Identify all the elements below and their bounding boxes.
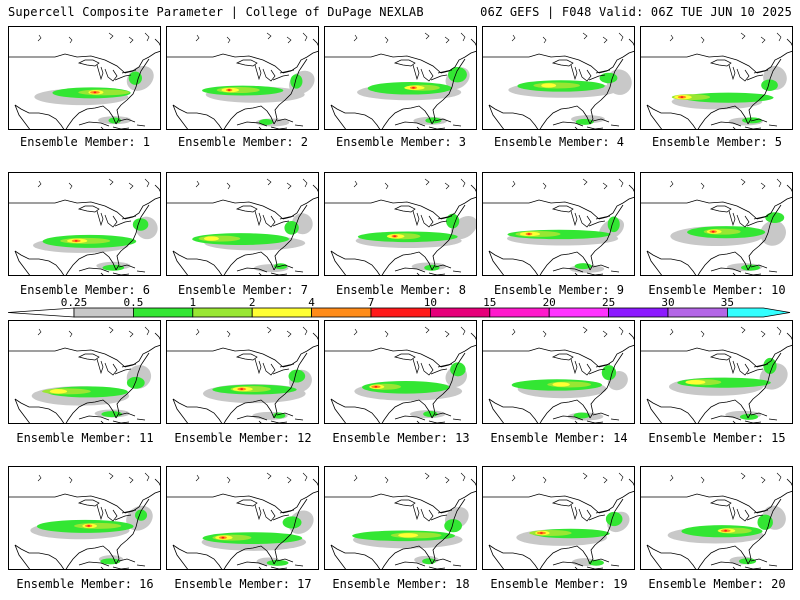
page-title: Supercell Composite Parameter | College …	[8, 5, 424, 19]
map-panel-member-15	[640, 320, 793, 424]
colorbar-segment	[667, 307, 728, 318]
member-caption: Ensemble Member: 16	[16, 577, 154, 591]
colorbar-low-arrow	[8, 307, 75, 318]
colorbar-tick-label: 20	[542, 296, 556, 309]
scp-field-map	[167, 472, 318, 569]
member-caption: Ensemble Member: 11	[16, 431, 154, 445]
scp-field-map	[9, 326, 160, 423]
color-scale-bar	[8, 307, 791, 318]
member-caption: Ensemble Member: 7	[177, 283, 309, 297]
colorbar-tick-label: 0.25	[60, 296, 88, 309]
map-panel-member-5	[640, 26, 793, 130]
scp-field-map	[325, 472, 476, 569]
scp-field-map	[9, 472, 160, 569]
scp-field-map	[167, 178, 318, 275]
scp-field-map	[9, 32, 160, 129]
member-caption: Ensemble Member: 17	[174, 577, 312, 591]
map-panel-member-12	[166, 320, 319, 424]
member-caption: Ensemble Member: 4	[493, 135, 625, 149]
scp-field-map	[167, 326, 318, 423]
colorbar-tick-label: 25	[601, 296, 616, 309]
member-caption: Ensemble Member: 12	[174, 431, 312, 445]
colorbar-segment	[489, 307, 550, 318]
member-caption: Ensemble Member: 5	[651, 135, 783, 149]
colorbar-tick-label: 30	[661, 296, 675, 309]
scp-field-map	[167, 32, 318, 129]
colorbar-segment	[73, 307, 134, 318]
map-panel-member-1	[8, 26, 161, 130]
colorbar-segment	[727, 307, 791, 318]
colorbar-segment	[608, 307, 669, 318]
scp-field-map	[483, 178, 634, 275]
colorbar-segment	[429, 307, 491, 318]
colorbar-tick-label: 1	[189, 296, 197, 309]
colorbar-segment	[548, 307, 610, 318]
colorbar-tick-label: 2	[248, 296, 256, 309]
colorbar-segment	[370, 307, 431, 318]
scp-field-map	[641, 32, 792, 129]
map-panel-member-18	[324, 466, 477, 570]
member-caption: Ensemble Member: 6	[19, 283, 151, 297]
map-panel-member-16	[8, 466, 161, 570]
member-caption: Ensemble Member: 1	[19, 135, 151, 149]
colorbar-tick-label: 35	[720, 296, 735, 309]
colorbar-segment	[251, 307, 312, 318]
scp-field-map	[641, 178, 792, 275]
scp-field-map	[483, 32, 634, 129]
map-panel-member-14	[482, 320, 635, 424]
scp-field-map	[483, 326, 634, 423]
scp-field-map	[325, 326, 476, 423]
colorbar-tick-label: 15	[483, 296, 497, 309]
map-panel-member-3	[324, 26, 477, 130]
member-caption: Ensemble Member: 8	[335, 283, 467, 297]
map-panel-member-20	[640, 466, 793, 570]
colorbar-tick-label: 10	[423, 296, 438, 309]
member-caption: Ensemble Member: 20	[648, 577, 786, 591]
member-caption: Ensemble Member: 9	[493, 283, 625, 297]
colorbar-segment	[133, 307, 194, 318]
map-panel-member-4	[482, 26, 635, 130]
scp-field-map	[641, 326, 792, 423]
member-caption: Ensemble Member: 14	[490, 431, 628, 445]
scp-field-map	[9, 178, 160, 275]
member-caption: Ensemble Member: 10	[648, 283, 786, 297]
map-panel-member-13	[324, 320, 477, 424]
scp-field-map	[325, 178, 476, 275]
colorbar-tick-label: 0.5	[123, 296, 144, 309]
map-panel-member-6	[8, 172, 161, 276]
map-panel-member-10	[640, 172, 793, 276]
colorbar-tick-label: 7	[367, 296, 375, 309]
map-panel-member-8	[324, 172, 477, 276]
member-caption: Ensemble Member: 18	[332, 577, 470, 591]
map-panel-member-17	[166, 466, 319, 570]
colorbar-segment	[192, 307, 253, 318]
scp-field-map	[325, 32, 476, 129]
colorbar-tick-label: 4	[308, 296, 315, 309]
map-panel-member-11	[8, 320, 161, 424]
member-caption: Ensemble Member: 3	[335, 135, 467, 149]
member-caption: Ensemble Member: 2	[177, 135, 309, 149]
member-caption: Ensemble Member: 15	[648, 431, 786, 445]
colorbar-segment	[311, 307, 372, 318]
scp-field-map	[641, 472, 792, 569]
map-panel-member-19	[482, 466, 635, 570]
map-panel-member-9	[482, 172, 635, 276]
map-panel-member-7	[166, 172, 319, 276]
valid-time: 06Z GEFS | F048 Valid: 06Z TUE JUN 10 20…	[480, 5, 792, 19]
member-caption: Ensemble Member: 19	[490, 577, 628, 591]
member-caption: Ensemble Member: 13	[332, 431, 470, 445]
map-panel-member-2	[166, 26, 319, 130]
scp-field-map	[483, 472, 634, 569]
